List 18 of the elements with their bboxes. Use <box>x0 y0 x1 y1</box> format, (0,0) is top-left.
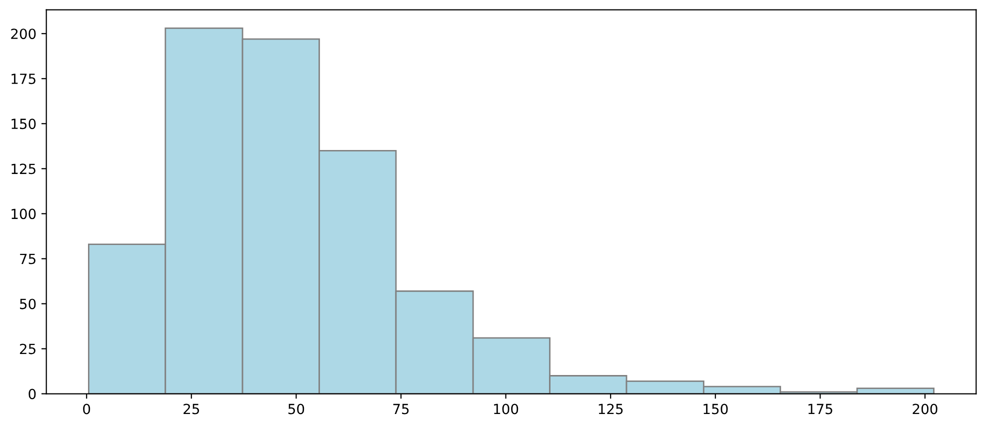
x-tick-label: 100 <box>494 404 518 414</box>
x-tick-label: 50 <box>288 404 304 414</box>
y-tick-label: 200 <box>11 28 36 40</box>
y-tick-label: 150 <box>12 118 36 130</box>
x-tick-label: 25 <box>184 404 200 414</box>
x-tick-label: 175 <box>808 404 832 414</box>
y-tick-label: 100 <box>12 208 36 220</box>
x-tick-label: 125 <box>598 404 623 414</box>
y-tick-label: 0 <box>28 388 36 400</box>
y-tick-label: 75 <box>20 254 36 264</box>
y-tick-label: 25 <box>20 344 36 354</box>
y-tick-label: 175 <box>12 74 36 84</box>
y-tick-label: 50 <box>20 298 36 310</box>
x-tick-label: 200 <box>912 404 938 414</box>
x-tick-label: 150 <box>704 404 728 414</box>
x-tick-label: 0 <box>83 404 90 414</box>
y-tick-label: 125 <box>12 164 36 174</box>
x-tick-label: 75 <box>393 404 409 414</box>
